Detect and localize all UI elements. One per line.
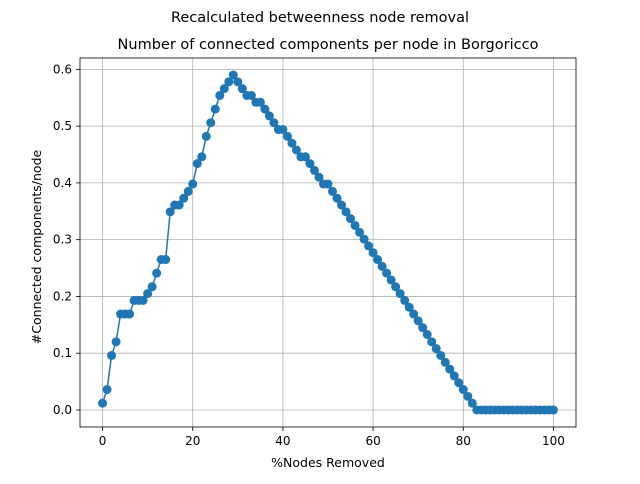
data-point [395, 289, 405, 299]
data-point [422, 329, 432, 339]
data-point [373, 255, 383, 265]
data-point [260, 104, 270, 114]
data-point [224, 77, 234, 87]
x-tick-label: 80 [456, 434, 471, 448]
data-point [467, 398, 477, 408]
data-point [332, 193, 342, 203]
chart-title: Number of connected components per node … [118, 37, 539, 53]
data-point [391, 282, 401, 292]
data-point [548, 405, 558, 415]
data-point [138, 295, 148, 305]
data-point [431, 344, 441, 354]
data-point [458, 385, 468, 395]
data-point [436, 350, 446, 360]
data-point [346, 214, 356, 224]
data-point [404, 302, 414, 312]
data-point [449, 371, 459, 381]
y-tick-label: 0.4 [53, 176, 72, 190]
series-line-group [98, 70, 558, 415]
data-point [287, 138, 297, 148]
data-point [278, 125, 288, 135]
data-point [107, 350, 117, 360]
data-point [328, 186, 338, 196]
data-point [161, 255, 171, 265]
data-point [309, 165, 319, 175]
data-point [111, 337, 121, 347]
plot-frame [79, 57, 577, 428]
data-point [282, 131, 292, 141]
data-point [102, 385, 112, 395]
data-point [165, 207, 175, 217]
y-tick-label: 0.0 [53, 403, 72, 417]
data-point [206, 118, 216, 128]
data-point [350, 220, 360, 230]
data-point [228, 70, 238, 80]
data-point [174, 200, 184, 210]
data-point [386, 275, 396, 285]
data-point [192, 159, 202, 169]
data-point [355, 227, 365, 237]
x-tick-label: 60 [365, 434, 380, 448]
data-point [197, 152, 207, 162]
figure-suptitle: Recalculated betweenness node removal [171, 10, 469, 26]
y-tick-label: 0.1 [53, 346, 72, 360]
data-point [463, 391, 473, 401]
y-tick-label: 0.6 [53, 62, 72, 76]
data-point [143, 289, 153, 299]
y-tick-label: 0.5 [53, 119, 72, 133]
data-point [427, 337, 437, 347]
data-point [305, 159, 315, 169]
data-point [179, 193, 189, 203]
data-point [255, 97, 265, 107]
data-point [314, 172, 324, 182]
data-point [147, 282, 157, 292]
data-point [359, 234, 369, 244]
data-point [237, 84, 247, 94]
data-point [300, 152, 310, 162]
data-point [409, 309, 419, 319]
data-point [269, 118, 279, 128]
data-point [440, 357, 450, 367]
data-point [418, 323, 428, 333]
data-point [219, 84, 229, 94]
data-point [152, 268, 162, 278]
data-point [183, 186, 193, 196]
data-point [125, 309, 135, 319]
data-point [337, 200, 347, 210]
data-point [413, 316, 423, 326]
y-axis-label: #Connected components/node [29, 150, 44, 345]
data-point [98, 398, 108, 408]
data-point [188, 179, 198, 189]
data-point [382, 268, 392, 278]
data-point [445, 364, 455, 374]
data-point [233, 77, 243, 87]
grid [80, 58, 576, 427]
x-tick-label: 20 [185, 434, 200, 448]
series-line [101, 73, 554, 411]
data-point [377, 261, 387, 271]
data-point [264, 111, 274, 121]
data-point [323, 179, 333, 189]
data-point [210, 104, 220, 114]
data-point [368, 248, 378, 258]
data-point [201, 131, 211, 141]
x-axis-label: %Nodes Removed [271, 455, 385, 470]
y-tick-label: 0.3 [53, 233, 72, 247]
data-point [364, 241, 374, 251]
data-point [341, 207, 351, 217]
data-point [246, 90, 256, 100]
x-tick-label: 100 [542, 434, 565, 448]
data-point [454, 378, 464, 388]
x-tick-label: 40 [275, 434, 290, 448]
data-point [400, 295, 410, 305]
data-point [291, 145, 301, 155]
data-point [215, 90, 225, 100]
ticks: 0 20 40 60 80 100 0.0 0.1 0.2 0.3 0.4 0.5 0.6 [53, 62, 565, 448]
y-tick-label: 0.2 [53, 289, 72, 303]
x-tick-label: 0 [99, 434, 107, 448]
axes [79, 57, 577, 428]
